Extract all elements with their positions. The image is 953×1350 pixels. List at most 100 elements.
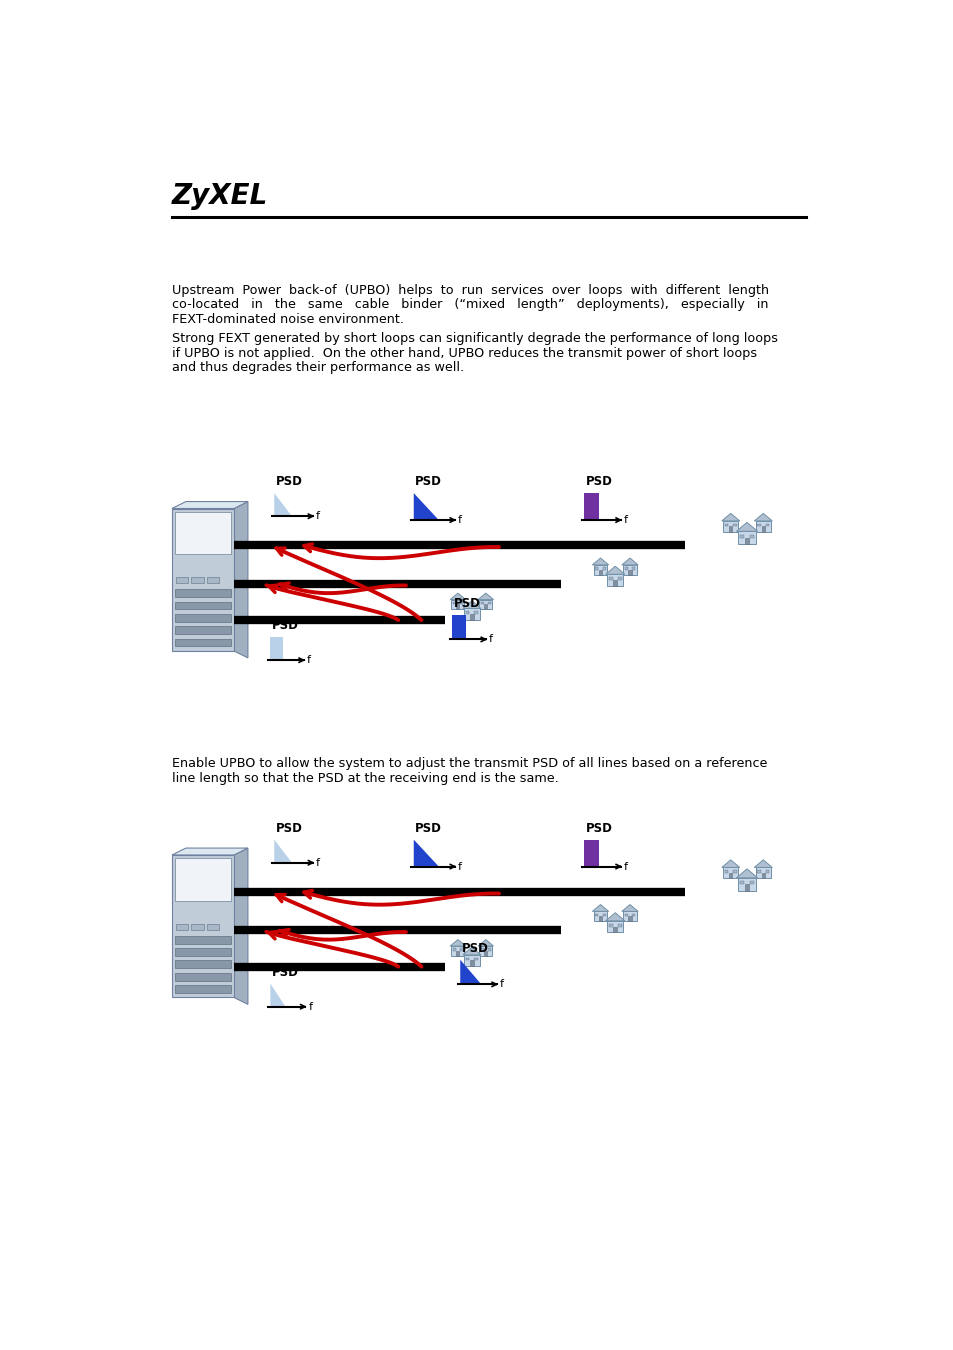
Text: PSD: PSD bbox=[415, 822, 441, 836]
Text: FEXT-dominated noise environment.: FEXT-dominated noise environment. bbox=[172, 313, 403, 325]
Bar bbox=[465, 957, 469, 960]
Bar bbox=[602, 567, 605, 570]
Text: PSD: PSD bbox=[454, 597, 480, 610]
Text: PSD: PSD bbox=[585, 475, 612, 489]
Bar bbox=[451, 599, 464, 609]
Text: f: f bbox=[623, 861, 627, 872]
Bar bbox=[174, 973, 231, 980]
Polygon shape bbox=[721, 513, 739, 521]
Bar bbox=[755, 868, 770, 879]
Bar bbox=[613, 580, 617, 586]
Bar bbox=[174, 626, 231, 634]
Bar bbox=[595, 914, 598, 917]
Bar bbox=[174, 936, 231, 944]
Bar bbox=[632, 914, 635, 917]
Text: f: f bbox=[315, 512, 320, 521]
Bar bbox=[765, 524, 768, 527]
Bar bbox=[174, 590, 231, 597]
Bar bbox=[606, 921, 622, 933]
Bar bbox=[452, 614, 465, 640]
Polygon shape bbox=[605, 566, 624, 574]
Bar bbox=[583, 840, 598, 867]
Bar bbox=[757, 871, 760, 873]
Text: Strong FEXT generated by short loops can significantly degrade the performance o: Strong FEXT generated by short loops can… bbox=[172, 332, 777, 346]
Text: ZyXEL: ZyXEL bbox=[172, 182, 268, 209]
Bar bbox=[174, 602, 231, 609]
Polygon shape bbox=[172, 502, 248, 509]
Bar bbox=[738, 878, 755, 891]
Bar bbox=[174, 639, 231, 647]
Bar bbox=[760, 526, 764, 532]
Bar bbox=[738, 532, 755, 544]
Bar bbox=[478, 946, 492, 956]
Polygon shape bbox=[462, 601, 480, 609]
Bar bbox=[744, 884, 748, 891]
Text: f: f bbox=[307, 655, 311, 666]
Bar bbox=[172, 855, 233, 998]
Text: Upstream  Power  back-of  (UPBO)  helps  to  run  services  over  loops  with  d: Upstream Power back-of (UPBO) helps to r… bbox=[172, 284, 768, 297]
Bar bbox=[598, 570, 601, 575]
Bar bbox=[595, 567, 598, 570]
Text: PSD: PSD bbox=[415, 475, 441, 489]
Text: line length so that the PSD at the receiving end is the same.: line length so that the PSD at the recei… bbox=[172, 772, 558, 784]
Polygon shape bbox=[462, 948, 480, 954]
Polygon shape bbox=[721, 860, 739, 868]
Polygon shape bbox=[414, 493, 438, 520]
Bar bbox=[608, 923, 612, 926]
Bar bbox=[632, 567, 635, 570]
Bar bbox=[175, 576, 188, 583]
Bar bbox=[583, 493, 598, 520]
Text: f: f bbox=[308, 1002, 312, 1011]
Bar bbox=[749, 535, 753, 537]
Bar bbox=[628, 570, 631, 575]
Text: PSD: PSD bbox=[585, 822, 612, 836]
Bar bbox=[724, 524, 727, 527]
Polygon shape bbox=[459, 960, 481, 984]
Bar bbox=[618, 923, 620, 926]
Text: f: f bbox=[488, 634, 493, 644]
Polygon shape bbox=[233, 502, 248, 657]
Bar bbox=[174, 986, 231, 992]
Bar bbox=[456, 950, 459, 956]
Polygon shape bbox=[621, 904, 638, 911]
Bar bbox=[175, 923, 188, 930]
Bar bbox=[608, 578, 612, 580]
Bar bbox=[456, 605, 459, 609]
Bar bbox=[174, 960, 231, 968]
Polygon shape bbox=[172, 848, 248, 855]
Bar bbox=[464, 609, 479, 620]
Bar bbox=[624, 914, 627, 917]
Text: PSD: PSD bbox=[461, 942, 488, 954]
Polygon shape bbox=[754, 860, 772, 868]
Bar bbox=[487, 949, 491, 950]
Text: f: f bbox=[315, 857, 320, 868]
Bar bbox=[487, 602, 491, 605]
Bar bbox=[622, 564, 637, 575]
Bar bbox=[478, 599, 492, 609]
Text: f: f bbox=[623, 516, 627, 525]
Bar bbox=[453, 602, 456, 605]
Bar bbox=[192, 576, 204, 583]
Bar bbox=[451, 946, 464, 956]
Bar bbox=[453, 949, 456, 950]
Text: f: f bbox=[499, 979, 503, 990]
Bar bbox=[602, 914, 605, 917]
Text: co-located   in   the   same   cable   binder   (“mixed   length”   deployments): co-located in the same cable binder (“mi… bbox=[172, 298, 768, 312]
Polygon shape bbox=[414, 840, 438, 867]
Bar bbox=[740, 535, 743, 537]
Bar bbox=[740, 882, 743, 884]
Bar bbox=[172, 509, 233, 651]
Bar bbox=[470, 614, 473, 620]
Text: f: f bbox=[457, 516, 461, 525]
Bar bbox=[174, 512, 231, 553]
Bar bbox=[480, 949, 483, 950]
Bar bbox=[755, 521, 770, 532]
Bar bbox=[598, 917, 601, 921]
Polygon shape bbox=[592, 904, 608, 911]
Bar bbox=[628, 917, 631, 921]
Polygon shape bbox=[736, 869, 757, 878]
Bar bbox=[484, 605, 487, 609]
Bar bbox=[474, 612, 477, 614]
Bar bbox=[757, 524, 760, 527]
Text: f: f bbox=[457, 861, 461, 872]
